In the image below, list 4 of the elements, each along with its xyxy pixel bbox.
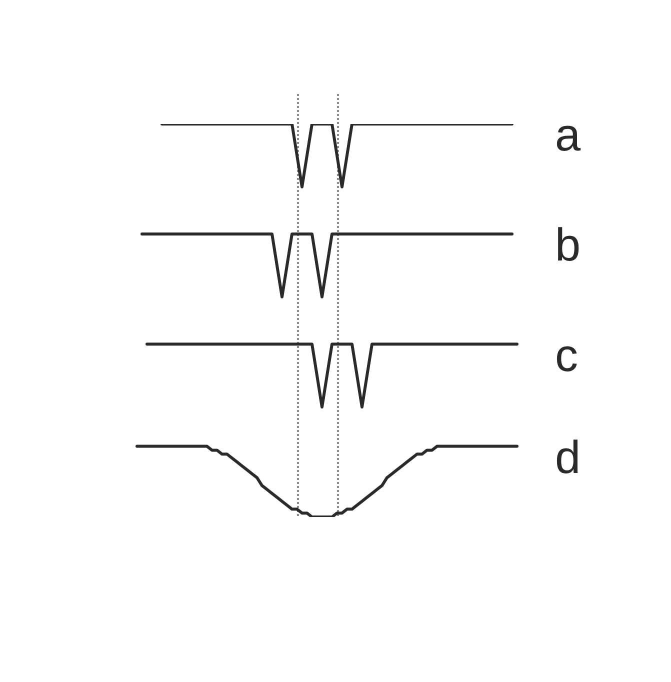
series-label: b: [555, 218, 581, 271]
series-label: c: [555, 328, 578, 381]
series-label: d: [555, 430, 581, 483]
series-label: a: [555, 108, 581, 161]
